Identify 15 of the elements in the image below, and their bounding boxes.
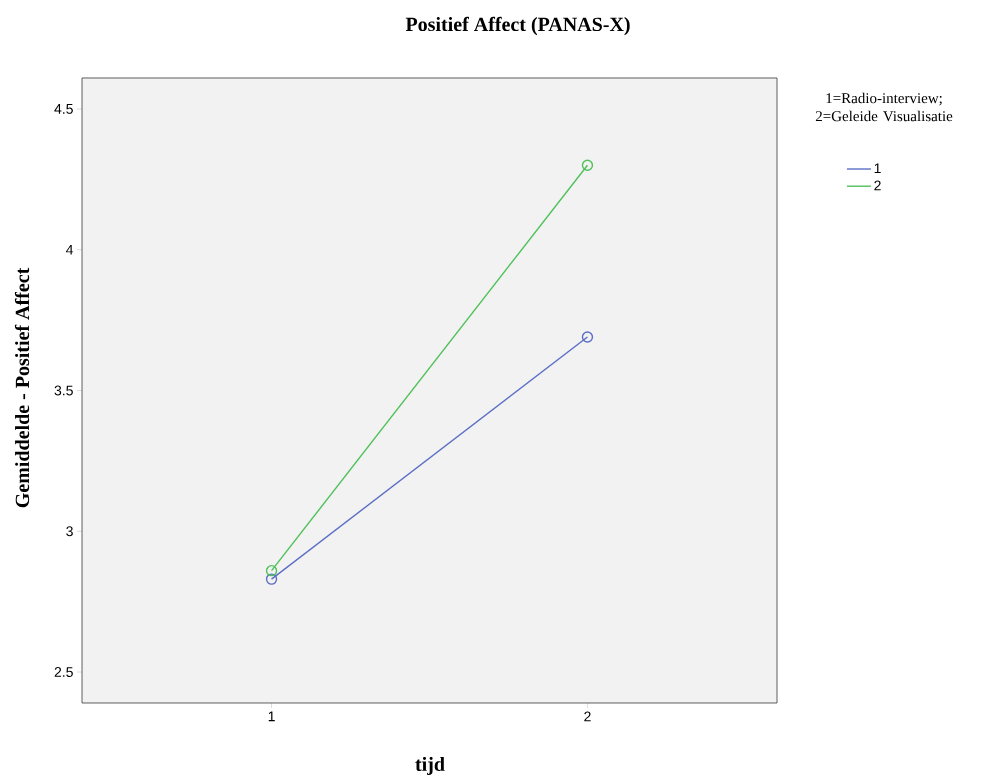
point <box>581 331 594 343</box>
point <box>265 564 278 577</box>
y-axis-title: Gemiddelde - Positief Affect <box>14 267 30 508</box>
point <box>581 159 594 171</box>
y-tick-label: 3.5 <box>54 385 73 396</box>
legend-label: 1 <box>874 163 881 174</box>
y-tick-label: 2.5 <box>54 667 73 677</box>
y-tick-label: 4.5 <box>54 104 73 114</box>
legend-label: 2 <box>874 180 881 191</box>
chart-title: Positief Affect (PANAS-X) <box>405 16 630 36</box>
y-tick-label: 3 <box>66 526 73 537</box>
y-tick-label: 4 <box>66 244 74 255</box>
legend-title: 1=Radio-interview; 2=Geleide Visualisatie <box>815 92 953 122</box>
x-axis-title: tijd <box>415 756 445 776</box>
point <box>265 573 278 585</box>
